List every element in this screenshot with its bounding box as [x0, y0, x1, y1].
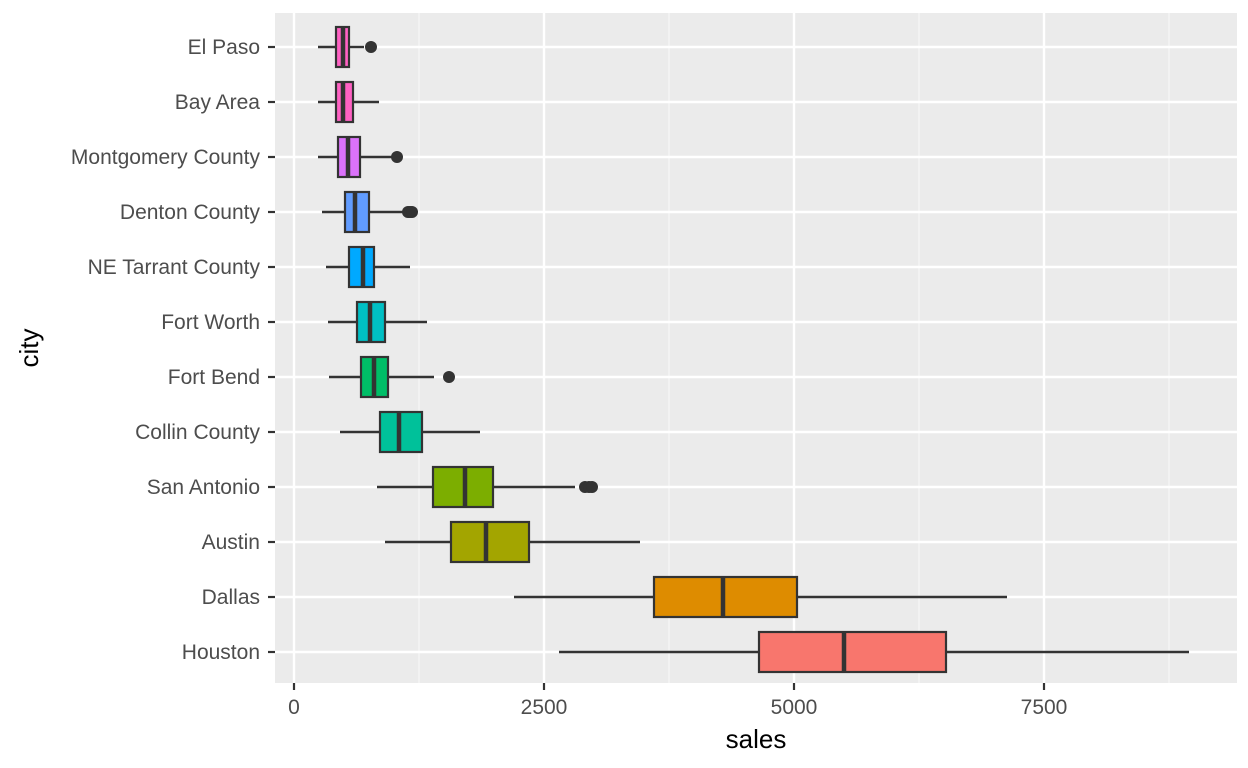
- outlier-point: [365, 41, 377, 53]
- box-fort-worth: [328, 300, 427, 344]
- panel-background: [275, 13, 1237, 683]
- box-el-paso: [318, 25, 377, 69]
- y-tick-label: Montgomery County: [71, 146, 261, 169]
- y-tick-label: Fort Worth: [161, 311, 260, 334]
- outlier-point: [586, 481, 598, 493]
- box-ne-tarrant-county: [326, 245, 410, 289]
- box-dallas: [514, 575, 1007, 619]
- y-axis: El Paso Bay Area Montgomery County Denton C…: [71, 36, 275, 664]
- box-iqr: [449, 520, 531, 564]
- box-austin: [385, 520, 640, 564]
- x-axis-title: sales: [726, 724, 787, 754]
- y-tick-label: Dallas: [202, 586, 260, 609]
- y-axis-title: city: [14, 329, 44, 368]
- outlier-point: [406, 206, 418, 218]
- box-bay-area: [318, 80, 379, 124]
- y-tick-label: Denton County: [120, 201, 261, 224]
- box-houston: [559, 630, 1189, 674]
- outlier-point: [443, 371, 455, 383]
- y-tick-label: El Paso: [188, 36, 260, 59]
- y-tick-label: Fort Bend: [168, 366, 260, 389]
- box-san-antonio: [377, 465, 598, 509]
- y-tick-label: Collin County: [135, 421, 260, 444]
- x-axis: 0 2500 5000 7500: [288, 683, 1067, 719]
- y-tick-label: Austin: [202, 531, 260, 554]
- box-iqr: [757, 630, 948, 674]
- x-tick-label: 2500: [521, 696, 568, 719]
- box-fort-bend: [329, 355, 455, 399]
- box-denton-county: [322, 190, 418, 234]
- y-tick-label: NE Tarrant County: [88, 256, 261, 279]
- x-tick-label: 0: [288, 696, 300, 719]
- boxes: [318, 25, 1189, 674]
- grid-minor: [418, 13, 1170, 683]
- y-tick-label: San Antonio: [147, 476, 260, 499]
- box-montgomery-county: [318, 135, 403, 179]
- y-tick-label: Bay Area: [175, 91, 261, 114]
- box-collin-county: [340, 410, 480, 454]
- x-tick-label: 7500: [1021, 696, 1068, 719]
- x-tick-label: 5000: [771, 696, 818, 719]
- outlier-point: [391, 151, 403, 163]
- y-tick-label: Houston: [182, 641, 260, 664]
- box-iqr: [652, 575, 799, 619]
